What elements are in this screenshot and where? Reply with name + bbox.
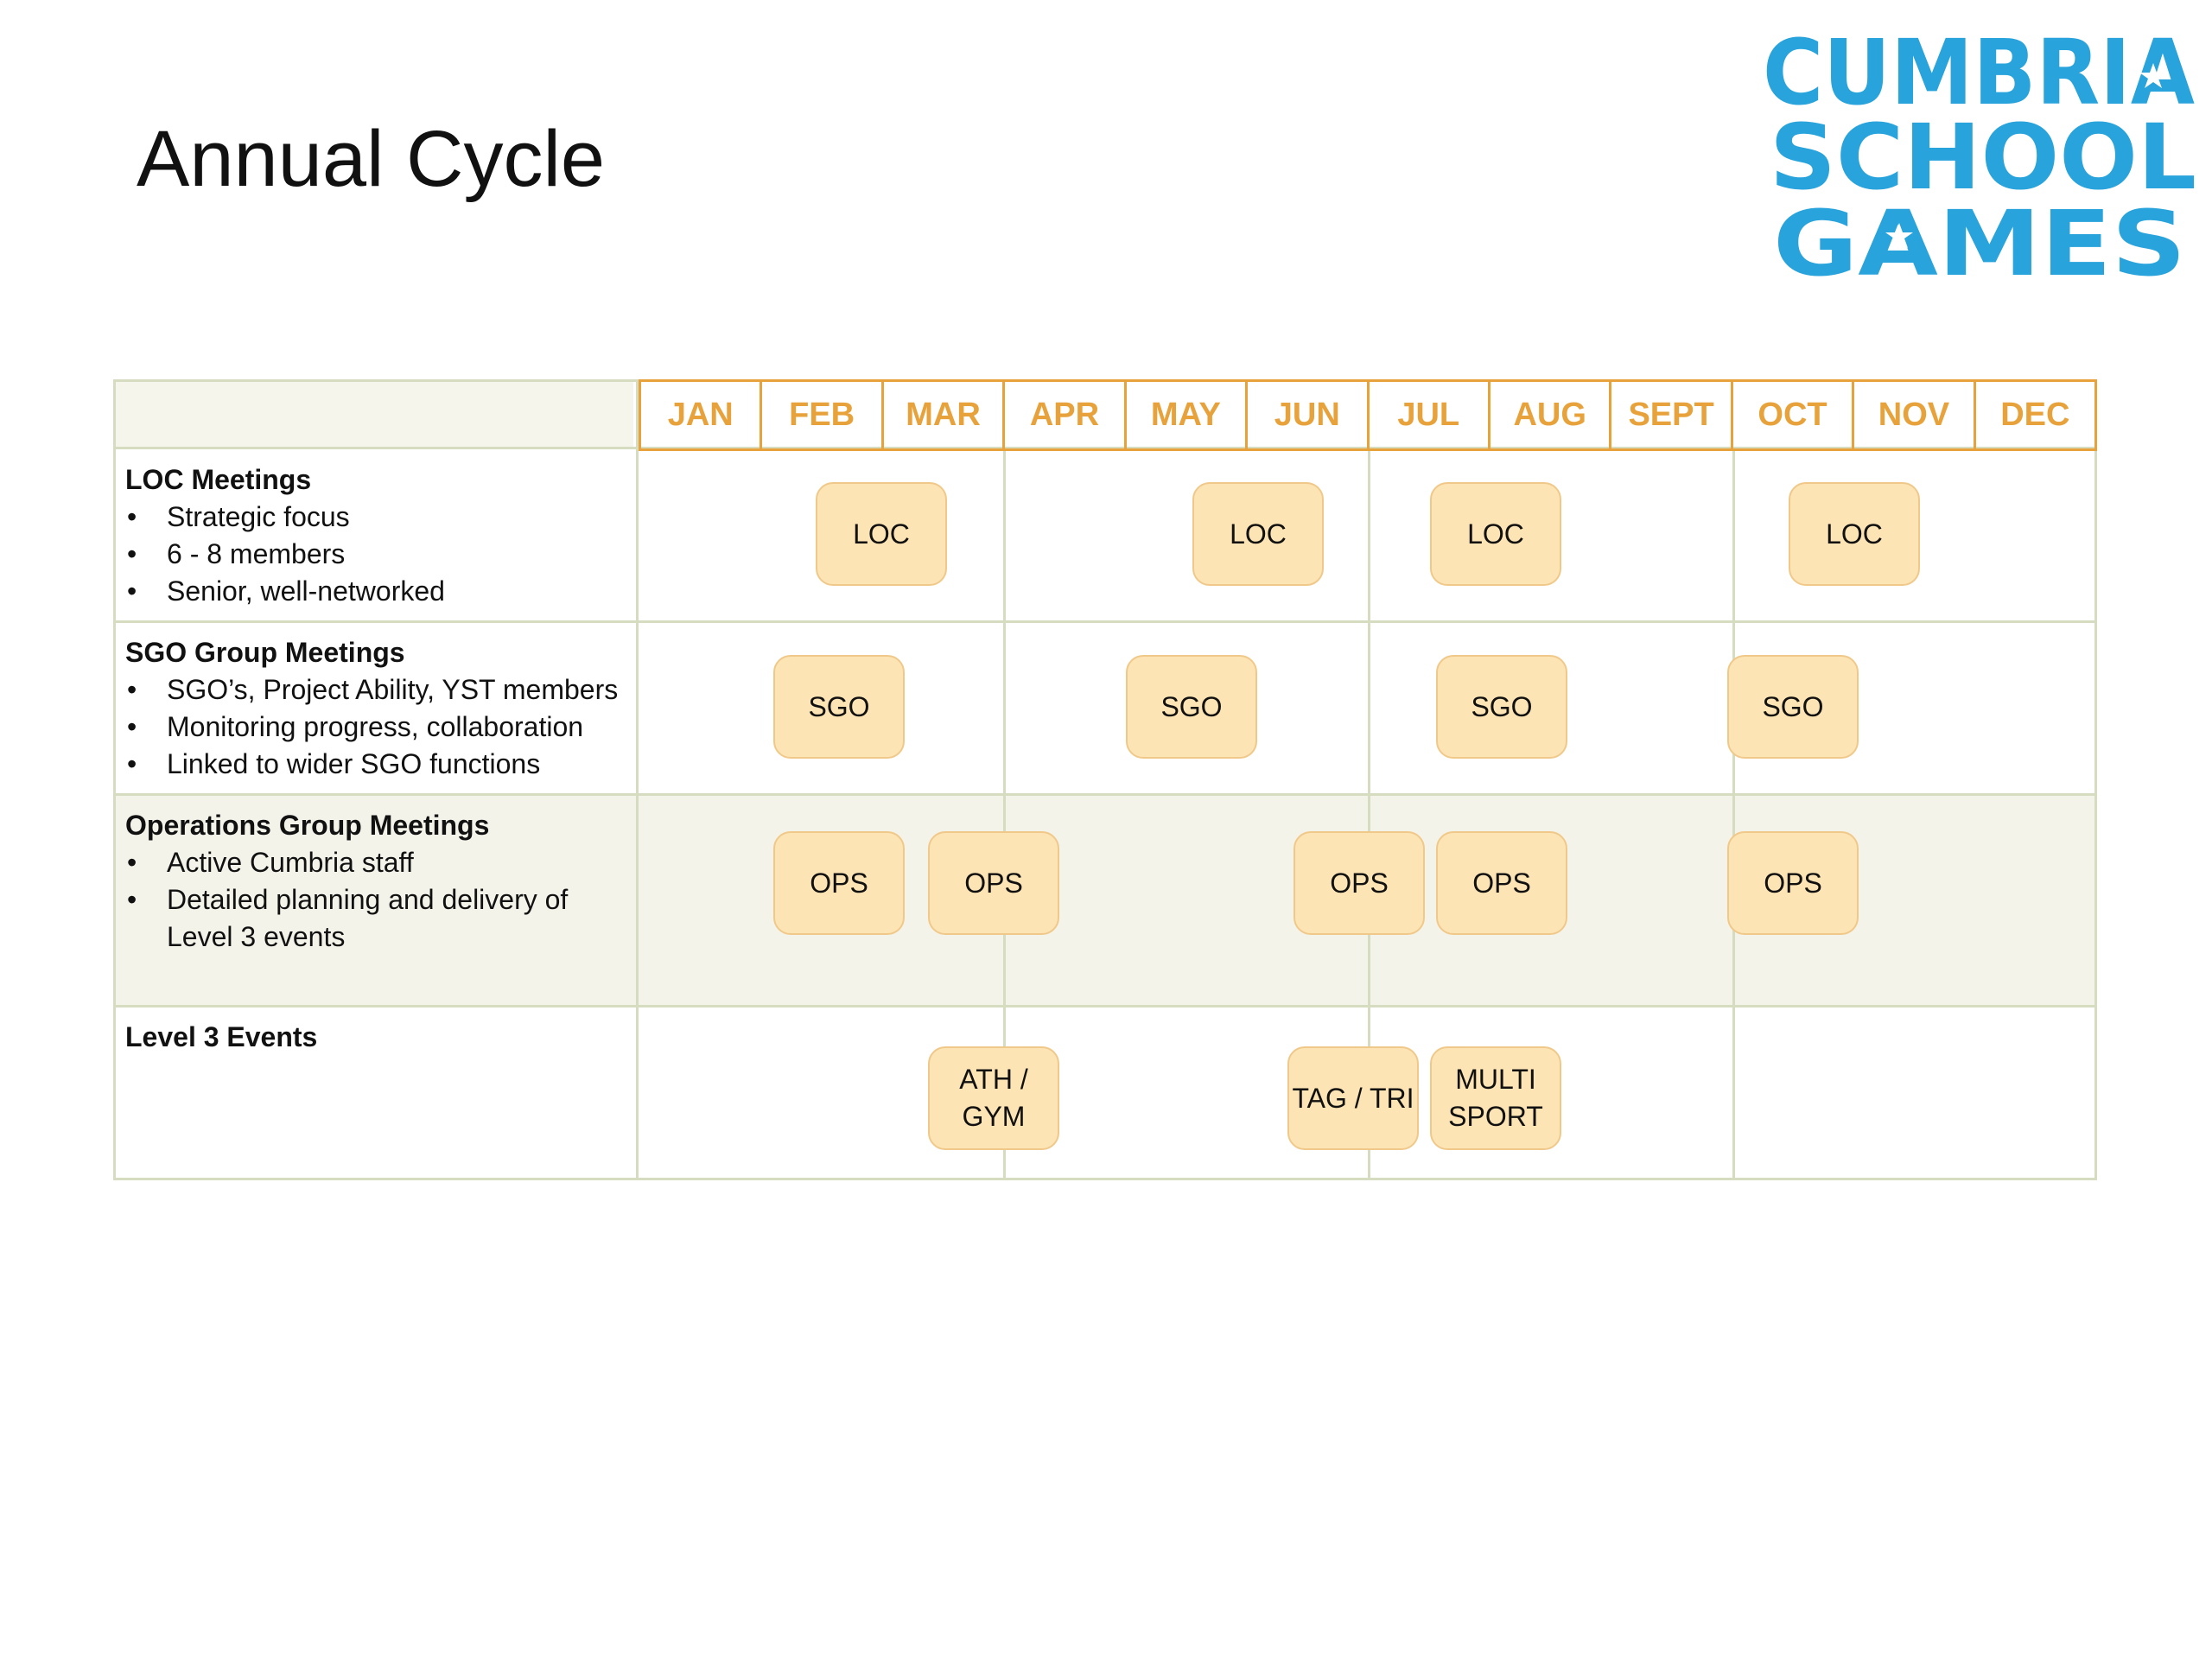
event-box-ops: OPS — [1727, 831, 1859, 935]
bullet-item: Strategic focus — [125, 499, 626, 536]
row-divider — [113, 620, 2097, 623]
month-oct: OCT — [1733, 382, 1855, 448]
quarter-divider — [1732, 447, 1735, 1180]
event-box-ops: OPS — [1294, 831, 1425, 935]
bullet-list: Active Cumbria staff Detailed planning a… — [125, 844, 626, 956]
row-heading: SGO Group Meetings — [125, 637, 405, 668]
quarter-divider — [1368, 447, 1370, 1180]
bullet-item: 6 - 8 members — [125, 536, 626, 573]
month-feb: FEB — [762, 382, 884, 448]
month-jan: JAN — [641, 382, 763, 448]
event-box-sgo: SGO — [1727, 655, 1859, 759]
event-box-loc: LOC — [1789, 482, 1920, 586]
operations-group-meetings-label: Operations Group Meetings Active Cumbria… — [125, 807, 626, 956]
page-title: Annual Cycle — [137, 115, 606, 203]
label-column-header — [113, 379, 633, 447]
svg-text:CUMBRIA: CUMBRIA — [1763, 24, 2195, 125]
svg-text:GAMES: GAMES — [1773, 191, 2186, 283]
event-box-sgo: SGO — [773, 655, 905, 759]
row-divider — [113, 447, 2097, 449]
row-divider — [113, 793, 2097, 796]
bullet-list: Strategic focus 6 - 8 members Senior, we… — [125, 499, 626, 610]
month-aug: AUG — [1491, 382, 1612, 448]
event-box-ath-gym: ATH / GYM — [928, 1046, 1059, 1150]
row-heading: Operations Group Meetings — [125, 810, 490, 841]
bullet-item: Detailed planning and delivery of Level … — [125, 881, 599, 956]
event-box-ops: OPS — [773, 831, 905, 935]
logo-graphic: CUMBRIA SCHOOL GAMES — [1763, 20, 2196, 296]
label-column — [113, 379, 639, 1180]
month-sept: SEPT — [1611, 382, 1733, 448]
month-apr: APR — [1005, 382, 1127, 448]
bullet-item: Active Cumbria staff — [125, 844, 626, 881]
row-heading: Level 3 Events — [125, 1021, 318, 1052]
month-dec: DEC — [2000, 397, 2070, 433]
bullet-list: SGO’s, Project Ability, YST members Moni… — [125, 671, 626, 783]
month-jul: JUL — [1370, 382, 1491, 448]
month-may: MAY — [1127, 382, 1249, 448]
annual-cycle-schedule: JAN FEB MAR APR MAY JUN JUL AUG SEPT OCT… — [113, 379, 2097, 1180]
row-heading: LOC Meetings — [125, 464, 312, 495]
event-box-sgo: SGO — [1436, 655, 1567, 759]
cumbria-school-games-logo: CUMBRIA SCHOOL GAMES — [1763, 20, 2203, 296]
bullet-item: Monitoring progress, collaboration — [125, 709, 626, 746]
month-nov: NOV — [1854, 382, 1976, 448]
bullet-item: Linked to wider SGO functions — [125, 746, 626, 783]
event-box-sgo: SGO — [1126, 655, 1257, 759]
month-mar: MAR — [884, 382, 1006, 448]
quarter-divider — [1003, 447, 1006, 1180]
event-box-ops: OPS — [1436, 831, 1567, 935]
event-box-loc: LOC — [816, 482, 947, 586]
month-header: JAN FEB MAR APR MAY JUN JUL AUG SEPT OCT… — [639, 379, 2097, 451]
month-jun: JUN — [1248, 382, 1370, 448]
event-box-tag-tri: TAG / TRI — [1287, 1046, 1419, 1150]
bullet-item: Senior, well-networked — [125, 573, 626, 610]
level-3-events-label: Level 3 Events — [125, 1019, 626, 1056]
sgo-group-meetings-label: SGO Group Meetings SGO’s, Project Abilit… — [125, 634, 626, 783]
bullet-item: SGO’s, Project Ability, YST members — [125, 671, 626, 709]
event-box-multi-sport: MULTI SPORT — [1430, 1046, 1561, 1150]
loc-meetings-label: LOC Meetings Strategic focus 6 - 8 membe… — [125, 461, 626, 610]
row-divider — [113, 1005, 2097, 1007]
event-box-ops: OPS — [928, 831, 1059, 935]
event-box-loc: LOC — [1192, 482, 1324, 586]
event-box-loc: LOC — [1430, 482, 1561, 586]
svg-text:SCHOOL: SCHOOL — [1770, 105, 2196, 210]
